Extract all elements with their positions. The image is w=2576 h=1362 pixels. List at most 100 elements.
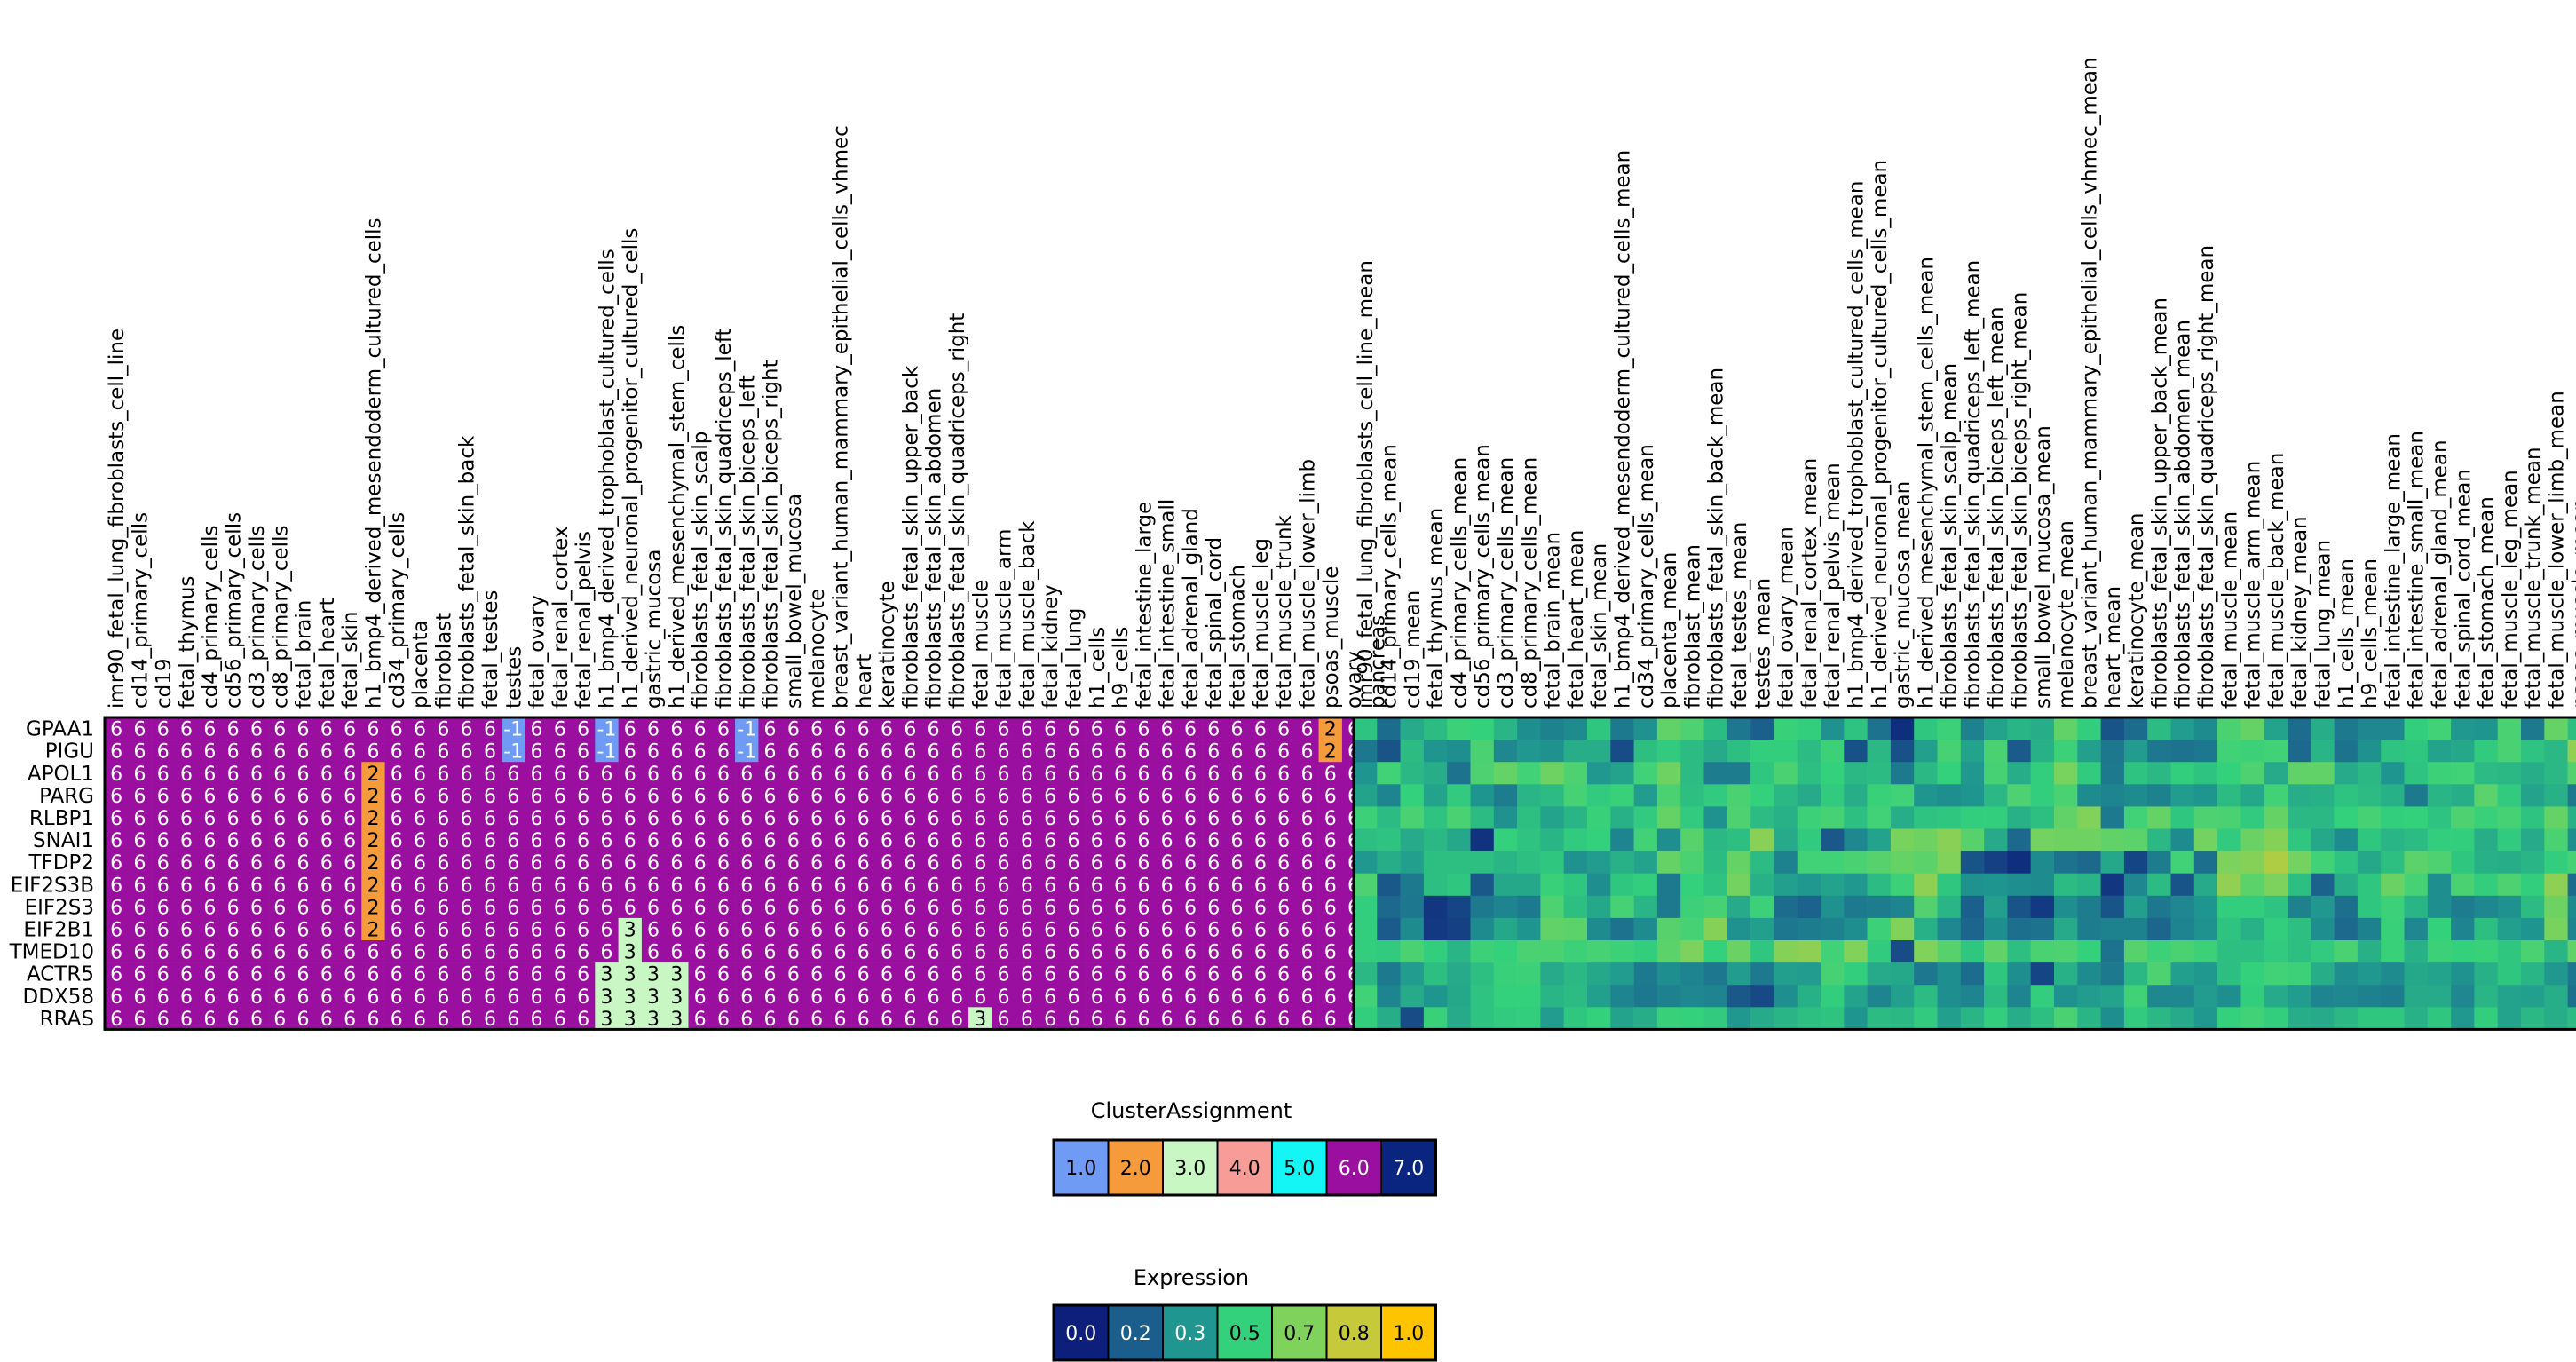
expression-cell (2217, 962, 2241, 986)
expression-cell (2474, 895, 2498, 919)
cluster-cell (1178, 806, 1203, 829)
column-label: small_bowel_mucosa (783, 494, 806, 709)
cluster-cell-label: 6 (320, 942, 333, 964)
cluster-cell (781, 1007, 806, 1030)
cluster-cell-label: 6 (974, 852, 986, 875)
cluster-cell (338, 940, 362, 963)
cluster-cell-label: 6 (180, 808, 193, 830)
expression-cell (2077, 762, 2101, 785)
cluster-cell-label: 6 (344, 875, 356, 897)
cluster-cell (921, 784, 946, 807)
cluster-cell-label: 6 (834, 875, 846, 897)
cluster-cell (128, 806, 152, 829)
cluster-cell (1108, 717, 1133, 740)
expression-cell (2334, 740, 2359, 763)
expression-cell (2567, 962, 2576, 986)
expression-cell (2381, 717, 2405, 740)
cluster-cell-label: 6 (1207, 964, 1220, 986)
cluster-cell-label: 6 (577, 875, 589, 897)
cluster-cell-label: 6 (367, 1009, 379, 1031)
cluster-cell (1039, 851, 1063, 874)
row-label: PARG (39, 785, 94, 808)
cluster-cell (1178, 1007, 1203, 1030)
cluster-cell-label: 6 (810, 1009, 823, 1031)
cluster-cell-label: 6 (273, 808, 286, 830)
cluster-cell (641, 940, 666, 963)
cluster-cell (1318, 828, 1343, 851)
row-label: DDX58 (23, 986, 94, 1009)
expression-cell (1937, 962, 1962, 986)
cluster-cell-label: 6 (344, 830, 356, 852)
expression-cell (2030, 873, 2055, 897)
cluster-cell-label: 6 (1207, 741, 1220, 764)
cluster-cell-label: 6 (764, 897, 777, 919)
expression-cell (1821, 895, 1845, 919)
expression-cell (2100, 985, 2125, 1008)
cluster-cell-label: 6 (157, 964, 170, 986)
cluster-cell-label: 6 (647, 786, 660, 808)
cluster-cell (711, 762, 736, 785)
cluster-cell (291, 740, 315, 763)
cluster-cell-label: 6 (881, 875, 893, 897)
cluster-cell (1132, 851, 1156, 874)
expression-cell (1400, 940, 1425, 963)
expression-cell (1517, 784, 1541, 807)
expression-cell (2451, 962, 2475, 986)
expression-cell (2544, 828, 2568, 851)
cluster-cell-label: 6 (857, 942, 870, 964)
expression-cell (2240, 762, 2264, 785)
cluster-cell (384, 895, 409, 919)
cluster-cell (128, 895, 152, 919)
cluster-cell-label: 6 (951, 919, 963, 941)
cluster-cell (478, 828, 502, 851)
expression-cell (2381, 828, 2405, 851)
expression-cell (1447, 851, 1471, 874)
cluster-cell (431, 940, 455, 963)
expression-cell (1517, 717, 1541, 740)
cluster-cell (548, 940, 573, 963)
cluster-cell (105, 940, 129, 963)
cluster-cell-label: 6 (787, 808, 800, 830)
column-label: keratinocyte (876, 581, 899, 709)
cluster-cell-label: 6 (1324, 786, 1337, 808)
expression-cell (1563, 962, 1588, 986)
expression-cell (2381, 940, 2405, 963)
cluster-cell-label: 6 (367, 986, 379, 1009)
cluster-cell-label: 6 (157, 830, 170, 852)
cluster-cell-label: 6 (1067, 919, 1079, 941)
cluster-cell-label: 6 (531, 875, 543, 897)
cluster-cell (525, 873, 549, 897)
expression-cell (1400, 762, 1425, 785)
cluster-cell-label: 6 (1207, 786, 1220, 808)
cluster-cell (407, 1007, 432, 1030)
expression-cell (1633, 717, 1658, 740)
expression-cell (2474, 784, 2498, 807)
expression-cell (1493, 940, 1518, 963)
expression-cell (2264, 917, 2288, 941)
cluster-cell-label: 6 (577, 1009, 589, 1031)
cluster-cell-label: 6 (670, 719, 683, 741)
expression-cell (1960, 717, 1985, 740)
legend-label: 0.5 (1229, 1323, 1260, 1345)
expression-cell (2054, 940, 2078, 963)
column-label: fibroblast (432, 613, 455, 709)
expression-cell (1821, 828, 1845, 851)
cluster-cell-label: 6 (787, 852, 800, 875)
column-label: fetal_renal_cortex_mean (1798, 458, 1821, 709)
cluster-cell (851, 1007, 876, 1030)
cluster-cell-label: 6 (1300, 719, 1313, 741)
cluster-cell (1202, 717, 1226, 740)
cluster-cell-label: 6 (554, 942, 566, 964)
cluster-cell (198, 917, 222, 941)
cluster-cell-label: 6 (1091, 830, 1103, 852)
expression-cell (1914, 917, 1938, 941)
expression-cell (1447, 762, 1471, 785)
cluster-cell-label: 6 (1091, 897, 1103, 919)
cluster-cell-label: 6 (297, 875, 310, 897)
cluster-cell (1272, 940, 1296, 963)
cluster-cell-label: 6 (881, 919, 893, 941)
cluster-cell (431, 962, 455, 986)
cluster-cell (1225, 784, 1249, 807)
cluster-cell-label: 6 (928, 719, 940, 741)
cluster-cell-label: 6 (1300, 919, 1313, 941)
